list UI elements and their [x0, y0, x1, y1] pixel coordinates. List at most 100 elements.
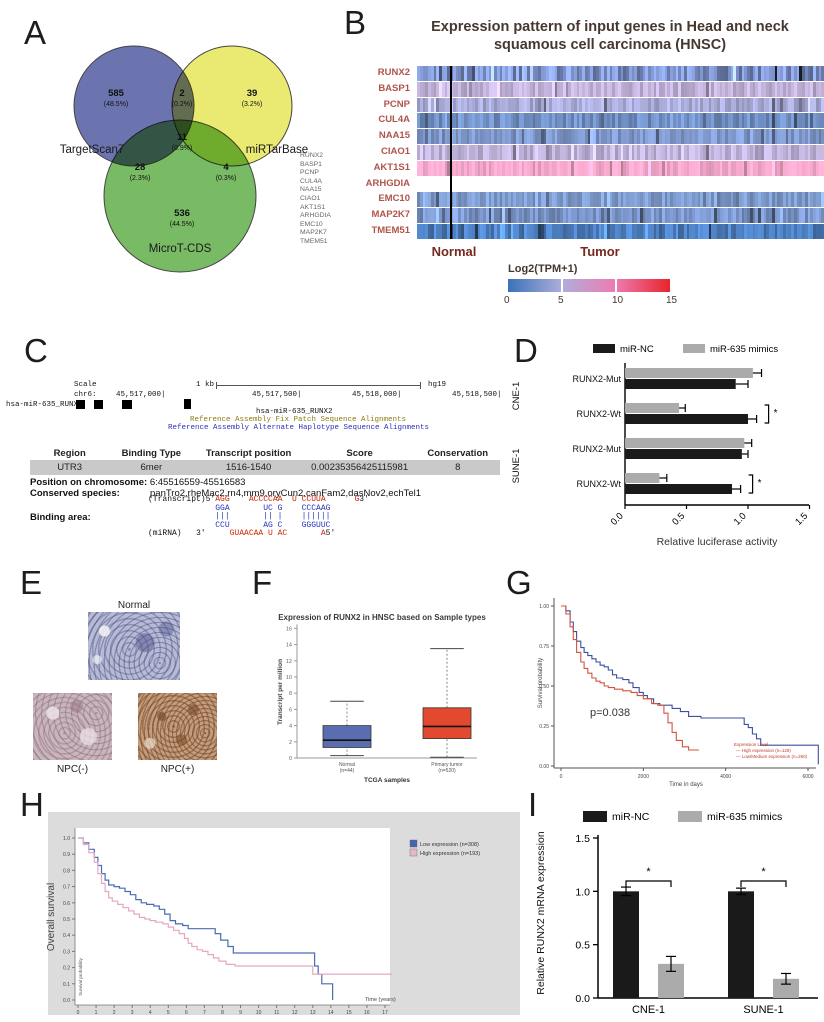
heatmap-cell: [678, 144, 681, 160]
heatmap-cell: [472, 192, 475, 208]
heatmap-cell: [697, 144, 701, 160]
heatmap-cell: [678, 160, 681, 176]
heatmap-cell: [752, 97, 756, 113]
heatmap-cell: [650, 129, 654, 144]
heatmap-cell: [488, 160, 492, 176]
heatmap-cell: [565, 97, 569, 113]
heatmap-cell: [796, 208, 800, 223]
heatmap-cell: [716, 113, 720, 129]
heatmap-cell: [436, 192, 439, 208]
heatmap-cell: [615, 192, 618, 208]
heatmap-cell: [439, 129, 442, 144]
heatmap-cell: [697, 129, 701, 144]
x-axis-label: Time (years): [365, 997, 396, 1003]
heatmap-cell: [769, 81, 772, 97]
heatmap-cell: [771, 97, 775, 113]
heatmap-cell: [697, 223, 701, 239]
panel-d-label: D: [514, 332, 538, 369]
heatmap-cell: [628, 97, 632, 113]
heatmap-cell: [639, 66, 643, 81]
heatmap-cell: [579, 66, 582, 81]
heatmap-cell: [694, 81, 698, 97]
heatmap-cell: [513, 223, 516, 239]
heatmap-cell: [777, 97, 780, 113]
heatmap-cell: [628, 160, 632, 176]
heatmap-cell: [623, 81, 626, 97]
heatmap-gene-label: ARHGDIA: [365, 177, 410, 189]
genome-coord-4: 45,518,500|: [452, 391, 502, 399]
heatmap-cell: [785, 97, 789, 113]
heatmap-cell: [711, 113, 714, 129]
heatmap-cell: [670, 160, 673, 176]
bar-mirnc: [625, 379, 736, 389]
legend-swatch: [409, 839, 418, 848]
runx2-boxplot: Expression of RUNX2 in HNSC based on Sam…: [277, 613, 486, 784]
heatmap-cell: [485, 223, 489, 239]
heatmap-cell: [771, 208, 775, 223]
heatmap-cell: [670, 223, 673, 239]
bar-mirnc: [625, 484, 733, 494]
heatmap-cell: [447, 144, 450, 160]
heatmap-cell: [821, 208, 824, 223]
heatmap-cell: [529, 97, 533, 113]
y-tick-label: 0: [289, 756, 292, 762]
heatmap-cell: [491, 97, 494, 113]
heatmap-cell: [516, 66, 519, 81]
heatmap-cell: [692, 160, 695, 176]
heatmap-cell: [447, 66, 450, 81]
heatmap-cell: [430, 97, 434, 113]
heatmap-cell: [681, 208, 684, 223]
heatmap-cell: [813, 97, 816, 113]
y-axis-label-outer: Overall survival: [46, 883, 57, 951]
venn-pct-microt: (44.5%): [170, 221, 195, 228]
heatmap-cell: [747, 113, 750, 129]
heatmap-cell: [543, 223, 547, 239]
heatmap-cell: [472, 81, 475, 97]
box: [422, 707, 472, 739]
heatmap-cell: [485, 81, 489, 97]
heatmap-cell: [458, 129, 461, 144]
heatmap-cell: [785, 81, 789, 97]
heatmap-cell: [788, 113, 791, 129]
heatmap-cell: [582, 97, 585, 113]
heatmap-cell: [818, 113, 822, 129]
heatmap-cell: [485, 192, 489, 208]
heatmap-cell: [609, 144, 613, 160]
heatmap-cell: [716, 192, 720, 208]
heatmap-cell: [777, 81, 780, 97]
box-sublabel: (n=520): [438, 768, 456, 774]
heatmap-cell: [419, 129, 423, 144]
heatmap-cell: [620, 160, 624, 176]
heatmap-cell: [422, 160, 426, 176]
heatmap-cell: [590, 81, 593, 97]
binding-alignment-line: GGA UC G CCCAAG: [148, 504, 369, 514]
heatmap-cell: [617, 113, 621, 129]
binding-alignment-segment: GUAACAA U AC A: [215, 529, 326, 538]
heatmap-cell: [810, 208, 813, 223]
heatmap-cell: [422, 66, 426, 81]
heatmap-cell: [807, 66, 811, 81]
heatmap-cell: [538, 97, 541, 113]
legend-entry: High expression (n=193): [420, 851, 480, 857]
col-transcript-position: Transcript position: [205, 448, 292, 459]
position-value: 6:45516559-45516583: [149, 477, 246, 488]
heatmap-cell: [703, 223, 706, 239]
heatmap-cell: [439, 208, 442, 223]
heatmap-cell: [760, 208, 764, 223]
heatmap-cell: [521, 144, 525, 160]
heatmap-cell: [469, 223, 472, 239]
y-tick-label: 0.5: [575, 940, 590, 952]
heatmap-cell: [634, 66, 637, 81]
heatmap-cell: [582, 66, 585, 81]
heatmap-cell: [417, 192, 420, 208]
heatmap-cell: [601, 81, 604, 97]
heatmap-cell: [813, 144, 816, 160]
heatmap-cell: [491, 113, 494, 129]
heatmap-cell: [529, 113, 533, 129]
heatmap-cell: [774, 192, 778, 208]
heatmap-cell: [749, 129, 753, 144]
heatmap-row: [417, 192, 824, 208]
heatmap-cell: [714, 66, 717, 81]
heatmap-cell: [799, 144, 802, 160]
heatmap-cell: [760, 223, 764, 239]
